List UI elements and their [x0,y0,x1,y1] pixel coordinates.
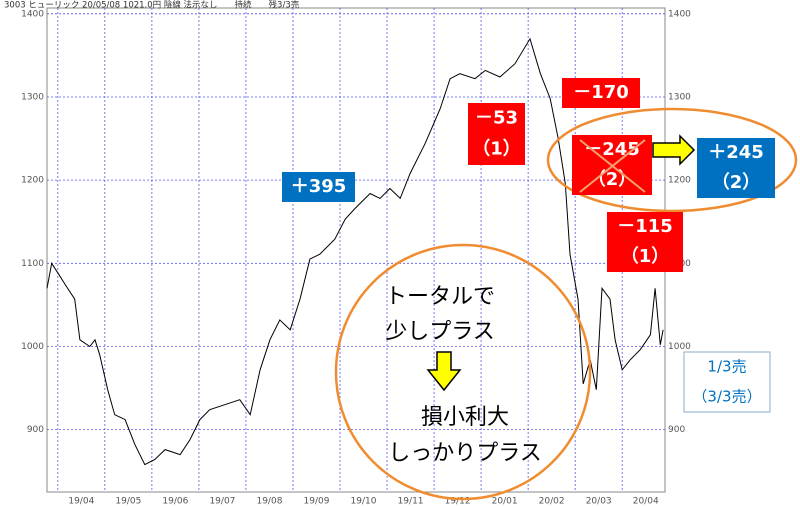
x-tick-label: 20/04 [633,497,659,506]
x-tick-label: 19/08 [256,497,282,506]
annotation-text: （3/3売） [692,388,761,406]
y-tick-label: 1000 [21,342,44,352]
annotation-text: －115 [617,216,673,237]
y-tick-label: 900 [27,425,44,435]
annotation-text: しっかりプラス [388,441,542,466]
y-tick-label: 1400 [21,9,44,19]
y-tick-label: 1100 [21,259,44,269]
y-tick-label-right: 1200 [668,176,691,186]
arrow-right [652,134,696,166]
annotation-text: －53 [475,108,518,129]
x-tick-label: 19/05 [115,497,141,506]
y-tick-label-right: 1300 [668,92,691,102]
annotation-text: （1） [621,246,670,267]
x-tick-label: 20/01 [492,497,518,506]
y-tick-label-right: 1000 [668,342,691,352]
x-tick-label: 19/09 [304,497,330,506]
annotation-box [683,351,771,413]
price-line [46,37,664,466]
highlight-circle [334,243,592,501]
y-tick-label: 1300 [21,92,44,102]
annotation-text: トータルで [385,285,495,310]
annotation-box [282,172,355,202]
annotation-text: －170 [573,82,629,103]
y-tick-label: 1200 [21,176,44,186]
highlight-ellipse [546,107,798,213]
x-tick-label: 19/12 [445,497,471,506]
y-tick-label-right: 1400 [668,9,691,19]
x-tick-label: 19/11 [398,497,424,506]
x-tick-label: 19/07 [209,497,235,506]
annotation-text: （1） [472,139,521,160]
arrow-down [426,351,462,392]
chart-title: 3003 ヒューリック 20/05/08 1021.0円 陰線 法示なし 持続 … [4,0,300,11]
annotation-text: 少しプラス [385,320,495,345]
annotation-text: 損小利大 [421,405,509,430]
x-tick-label: 19/04 [68,497,94,506]
x-tick-label: 19/06 [162,497,188,506]
annotation-text: ＋245 [708,142,764,163]
annotation-box [468,103,525,165]
cross-out [579,139,646,193]
annotation-box [607,212,683,272]
annotation-text: （2） [712,172,761,193]
x-tick-label: 20/03 [586,497,612,506]
annotation-text: 1/3売 [707,358,746,376]
x-tick-label: 19/10 [351,497,377,506]
y-tick-label-right: 900 [668,425,685,435]
annotation-text: ＋395 [291,176,347,197]
x-tick-label: 20/02 [539,497,565,506]
annotation-box [697,138,775,198]
annotation-box [562,78,640,108]
